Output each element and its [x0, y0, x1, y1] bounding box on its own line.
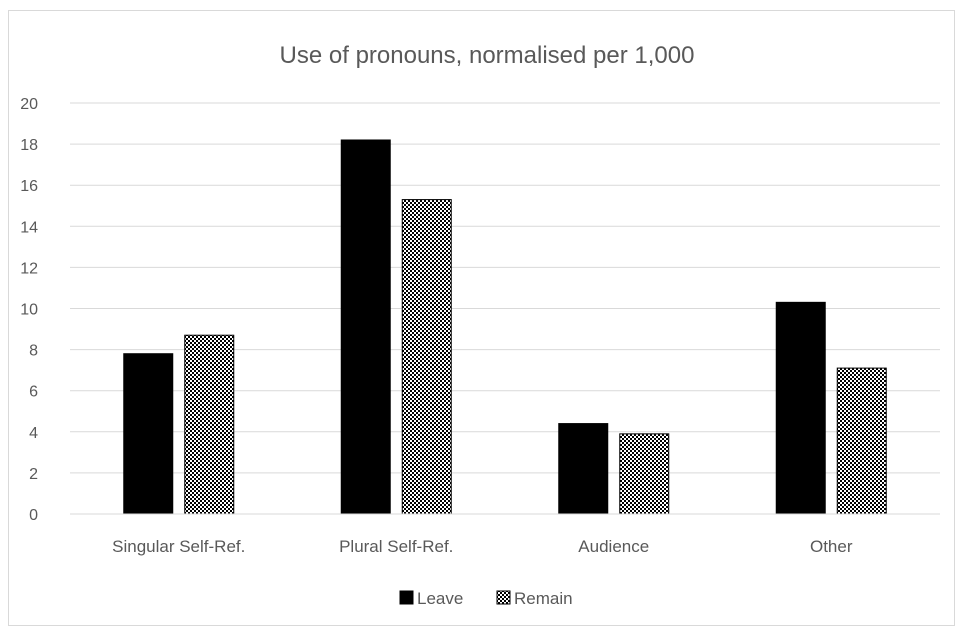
- y-axis-ticks: 0 2 4 6 8 10 12 14 16 18 20: [20, 96, 38, 524]
- legend-swatch-leave: [399, 590, 414, 605]
- bar-remain-3: [836, 367, 887, 515]
- category-label: Audience: [578, 537, 649, 556]
- y-tick-label: 4: [29, 425, 38, 442]
- y-tick-label: 12: [20, 260, 38, 277]
- y-tick-label: 0: [29, 507, 38, 524]
- y-tick-label: 8: [29, 343, 38, 360]
- legend-label-leave: Leave: [417, 589, 463, 608]
- y-tick-label: 6: [29, 384, 38, 401]
- legend: Leave Remain: [399, 589, 573, 608]
- category-label: Plural Self-Ref.: [339, 537, 453, 556]
- bar-leave-1: [340, 139, 391, 515]
- legend-swatch-remain: [496, 590, 511, 605]
- bar-leave-3: [775, 301, 826, 515]
- y-tick-label: 16: [20, 178, 38, 195]
- category-labels: Singular Self-Ref. Plural Self-Ref. Audien…: [112, 537, 853, 556]
- category-label: Singular Self-Ref.: [112, 537, 245, 556]
- bar-remain-2: [619, 433, 670, 515]
- category-label: Other: [810, 537, 853, 556]
- bar-leave-0: [123, 353, 174, 515]
- bars: [123, 139, 887, 515]
- y-tick-label: 20: [20, 96, 38, 113]
- y-tick-label: 18: [20, 137, 38, 154]
- bar-remain-0: [184, 334, 235, 515]
- bar-remain-1: [401, 199, 452, 515]
- chart-title: Use of pronouns, normalised per 1,000: [280, 42, 695, 69]
- y-tick-label: 10: [20, 302, 38, 319]
- y-tick-label: 14: [20, 219, 38, 236]
- legend-label-remain: Remain: [514, 589, 573, 608]
- bar-leave-2: [558, 423, 609, 515]
- y-tick-label: 2: [29, 466, 38, 483]
